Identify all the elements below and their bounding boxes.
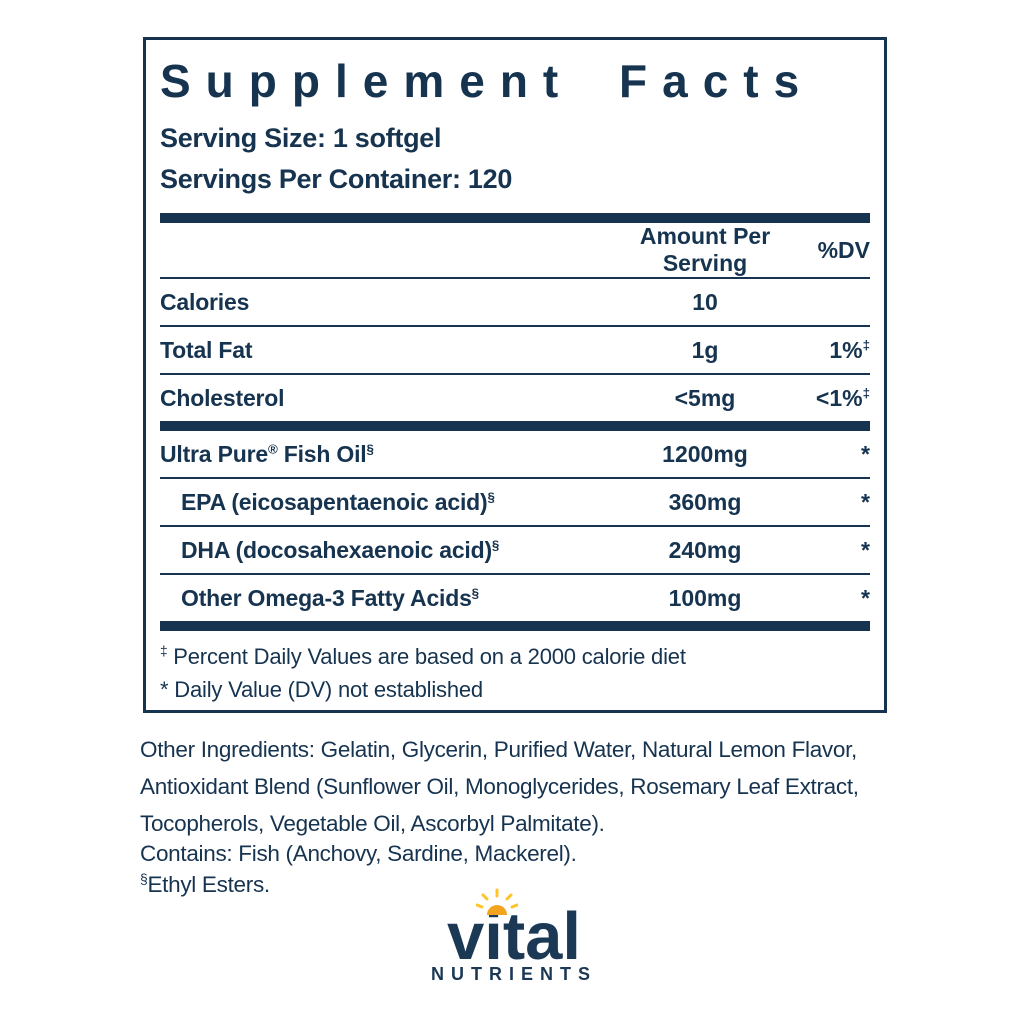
row-dv: * [861, 440, 870, 467]
superscript-mark: § [487, 488, 495, 504]
row-label: Other Omega-3 Fatty Acids§ [181, 584, 479, 611]
row-amount: <5mg [674, 384, 736, 411]
ethyl-esters-text: Ethyl Esters. [147, 872, 270, 897]
table-row: Ultra Pure® Fish Oil§ 1200mg * [160, 431, 870, 477]
supplement-facts-panel: Supplement Facts Serving Size: 1 softgel… [143, 37, 887, 713]
divider [160, 477, 870, 479]
table-row: EPA (eicosapentaenoic acid)§ 360mg * [160, 479, 870, 525]
row-amount: 1200mg [662, 440, 748, 467]
other-ingredients-line: Other Ingredients: Gelatin, Glycerin, Pu… [140, 737, 857, 762]
row-amount: 10 [692, 288, 718, 315]
superscript-mark: § [491, 536, 500, 552]
divider [160, 373, 870, 375]
table-row: DHA (docosahexaenoic acid)§ 240mg * [160, 527, 870, 573]
other-ingredients-line: Tocopherols, Vegetable Oil, Ascorbyl Pal… [140, 811, 605, 836]
row-label: DHA (docosahexaenoic acid)§ [181, 536, 500, 563]
other-ingredients-paragraph: Other Ingredients: Gelatin, Glycerin, Pu… [140, 731, 880, 842]
panel-title: Supplement Facts [160, 55, 815, 107]
contains-statement: Contains: Fish (Anchovy, Sardine, Macker… [140, 841, 577, 866]
table-row: Calories 10 [160, 279, 870, 325]
superscript-mark: § [366, 440, 374, 456]
header-amount-per-serving: Amount Per Serving [639, 223, 771, 276]
logo-word-text: vital [446, 899, 582, 974]
serving-info: Serving Size: 1 softgel Servings Per Con… [160, 118, 870, 200]
footnote-line: * Daily Value (DV) not established [160, 677, 483, 702]
row-label: EPA (eicosapentaenoic acid)§ [181, 488, 495, 515]
brand-logo: vital NUTRIENTS [0, 888, 1028, 985]
row-label: Total Fat [160, 336, 253, 363]
table-row: Cholesterol <5mg <1%‡ [160, 375, 870, 421]
logo-subtext: NUTRIENTS [431, 964, 597, 984]
row-dv: * [861, 584, 870, 611]
row-dv: <1%‡ [815, 384, 870, 411]
footnote-symbol: * [160, 677, 169, 702]
row-dv: 1%‡ [829, 336, 870, 363]
row-amount: 240mg [668, 536, 742, 563]
row-amount: 100mg [668, 584, 742, 611]
facts-rows: Calories 10 Total Fat 1g 1%‡ Cholesterol <5mg <… [160, 279, 870, 631]
superscript-mark: § [471, 584, 479, 600]
divider [160, 525, 870, 527]
row-amount: 360mg [668, 488, 742, 515]
logo-wordmark: vital [447, 888, 581, 970]
table-header-row: Amount Per Serving %DV [160, 223, 870, 277]
divider [160, 325, 870, 327]
superscript-mark: ® [267, 440, 278, 456]
serving-size: Serving Size: 1 softgel [160, 123, 442, 153]
row-label: Ultra Pure® Fish Oil§ [160, 440, 374, 467]
footnote-line: ‡ Percent Daily Values are based on a 20… [160, 643, 686, 669]
footnotes: ‡ Percent Daily Values are based on a 20… [160, 631, 870, 706]
section-bar [160, 421, 870, 431]
ethyl-esters-note: §Ethyl Esters. [140, 872, 270, 898]
superscript-mark: ‡ [862, 336, 870, 352]
row-amount: 1g [691, 336, 719, 363]
row-label: Cholesterol [160, 384, 285, 411]
other-ingredients-line: Antioxidant Blend (Sunflower Oil, Monogl… [140, 774, 859, 799]
divider [160, 277, 870, 279]
divider [160, 573, 870, 575]
table-row: Other Omega-3 Fatty Acids§ 100mg * [160, 575, 870, 621]
servings-per-container: Servings Per Container: 120 [160, 164, 513, 194]
table-row: Total Fat 1g 1%‡ [160, 327, 870, 373]
superscript-mark: ‡ [862, 384, 870, 400]
row-label: Calories [160, 288, 250, 315]
row-dv: * [861, 488, 870, 515]
footnote-symbol: ‡ [160, 643, 168, 659]
row-dv: * [861, 536, 870, 563]
sun-icon [475, 888, 518, 915]
section-bar [160, 213, 870, 223]
section-symbol: § [140, 870, 148, 887]
section-bar [160, 621, 870, 631]
header-percent-dv: %DV [817, 236, 870, 263]
